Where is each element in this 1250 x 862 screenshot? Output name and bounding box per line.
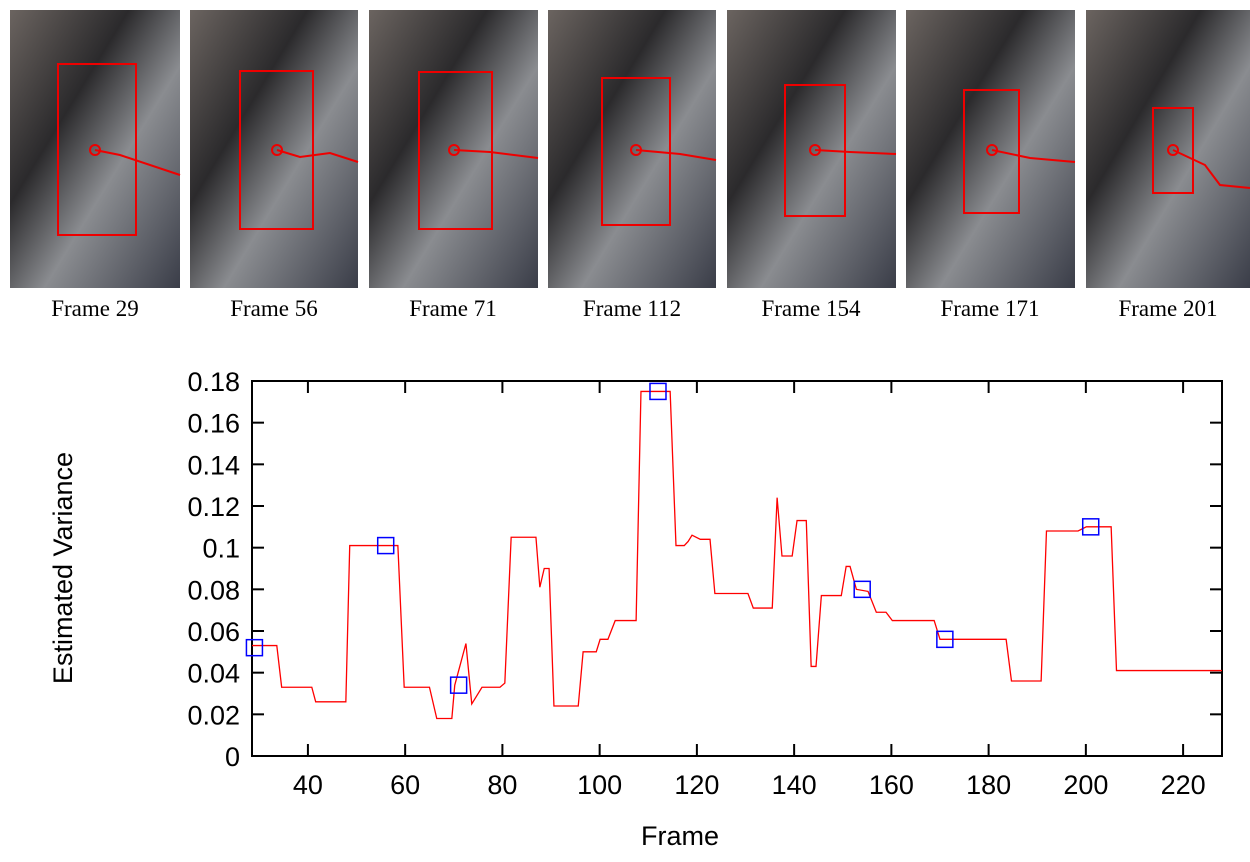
track-box	[418, 71, 493, 230]
track-box	[963, 89, 1020, 214]
x-tick-label: 200	[1063, 770, 1108, 800]
x-tick-label: 100	[577, 770, 622, 800]
frame-image	[906, 10, 1075, 288]
frame-caption: Frame 29	[51, 296, 139, 321]
x-tick-label: 140	[772, 770, 817, 800]
track-center	[1167, 144, 1179, 156]
track-path	[814, 149, 897, 155]
x-tick-label: 160	[869, 770, 914, 800]
track-center	[271, 144, 283, 156]
plot-frame	[251, 380, 1223, 757]
marker	[1081, 518, 1100, 536]
frame-caption: Frame 56	[230, 296, 318, 321]
thumbnails	[10, 10, 1250, 288]
track-box	[784, 84, 846, 217]
frame-image	[727, 10, 896, 288]
marker	[245, 638, 264, 657]
marker	[649, 382, 667, 401]
x-tick-label: 40	[293, 770, 323, 800]
y-tick-label: 0.02	[187, 700, 240, 730]
track-path	[1172, 149, 1250, 189]
y-tick-label: 0.1	[202, 534, 240, 564]
y-tick-label: 0.16	[187, 409, 240, 439]
x-tick-label: 120	[674, 770, 719, 800]
y-tick-label: 0	[225, 742, 240, 772]
frame-caption: Frame 154	[761, 296, 861, 321]
x-tick-label: 180	[966, 770, 1011, 800]
track-path	[94, 149, 181, 176]
frame-image	[10, 10, 180, 288]
x-tick-label: 220	[1161, 770, 1206, 800]
y-tick-label: 0.04	[187, 659, 240, 689]
y-tick-label: 0.14	[187, 450, 240, 480]
marker	[853, 580, 871, 599]
x-tick-label: 80	[487, 770, 517, 800]
frame-caption: Frame 112	[583, 296, 681, 321]
y-tick-label: 0.12	[187, 492, 240, 522]
track-path	[991, 149, 1076, 163]
x-axis-label: Frame	[641, 821, 719, 851]
track-path	[635, 149, 717, 161]
data-line	[252, 390, 1222, 720]
track-center	[986, 144, 998, 156]
frame-caption: Frame 201	[1118, 296, 1217, 321]
marker	[376, 536, 395, 555]
frame-image	[369, 10, 538, 288]
track-box	[57, 63, 137, 236]
marker	[936, 630, 954, 649]
marker	[449, 676, 468, 694]
y-tick-label: 0.18	[187, 367, 240, 397]
track-path	[453, 149, 539, 159]
x-tick-label: 60	[390, 770, 420, 800]
track-box	[601, 77, 671, 226]
frame-image	[190, 10, 358, 288]
y-axis-label: Estimated Variance	[48, 452, 78, 684]
y-tick-label: 0.06	[187, 617, 240, 647]
track-path	[276, 149, 359, 163]
track-box	[239, 70, 314, 230]
frame-caption: Frame 171	[940, 296, 1039, 321]
track-box	[1152, 107, 1194, 194]
frame-caption: Frame 71	[409, 296, 497, 321]
y-tick-label: 0.08	[187, 575, 240, 605]
